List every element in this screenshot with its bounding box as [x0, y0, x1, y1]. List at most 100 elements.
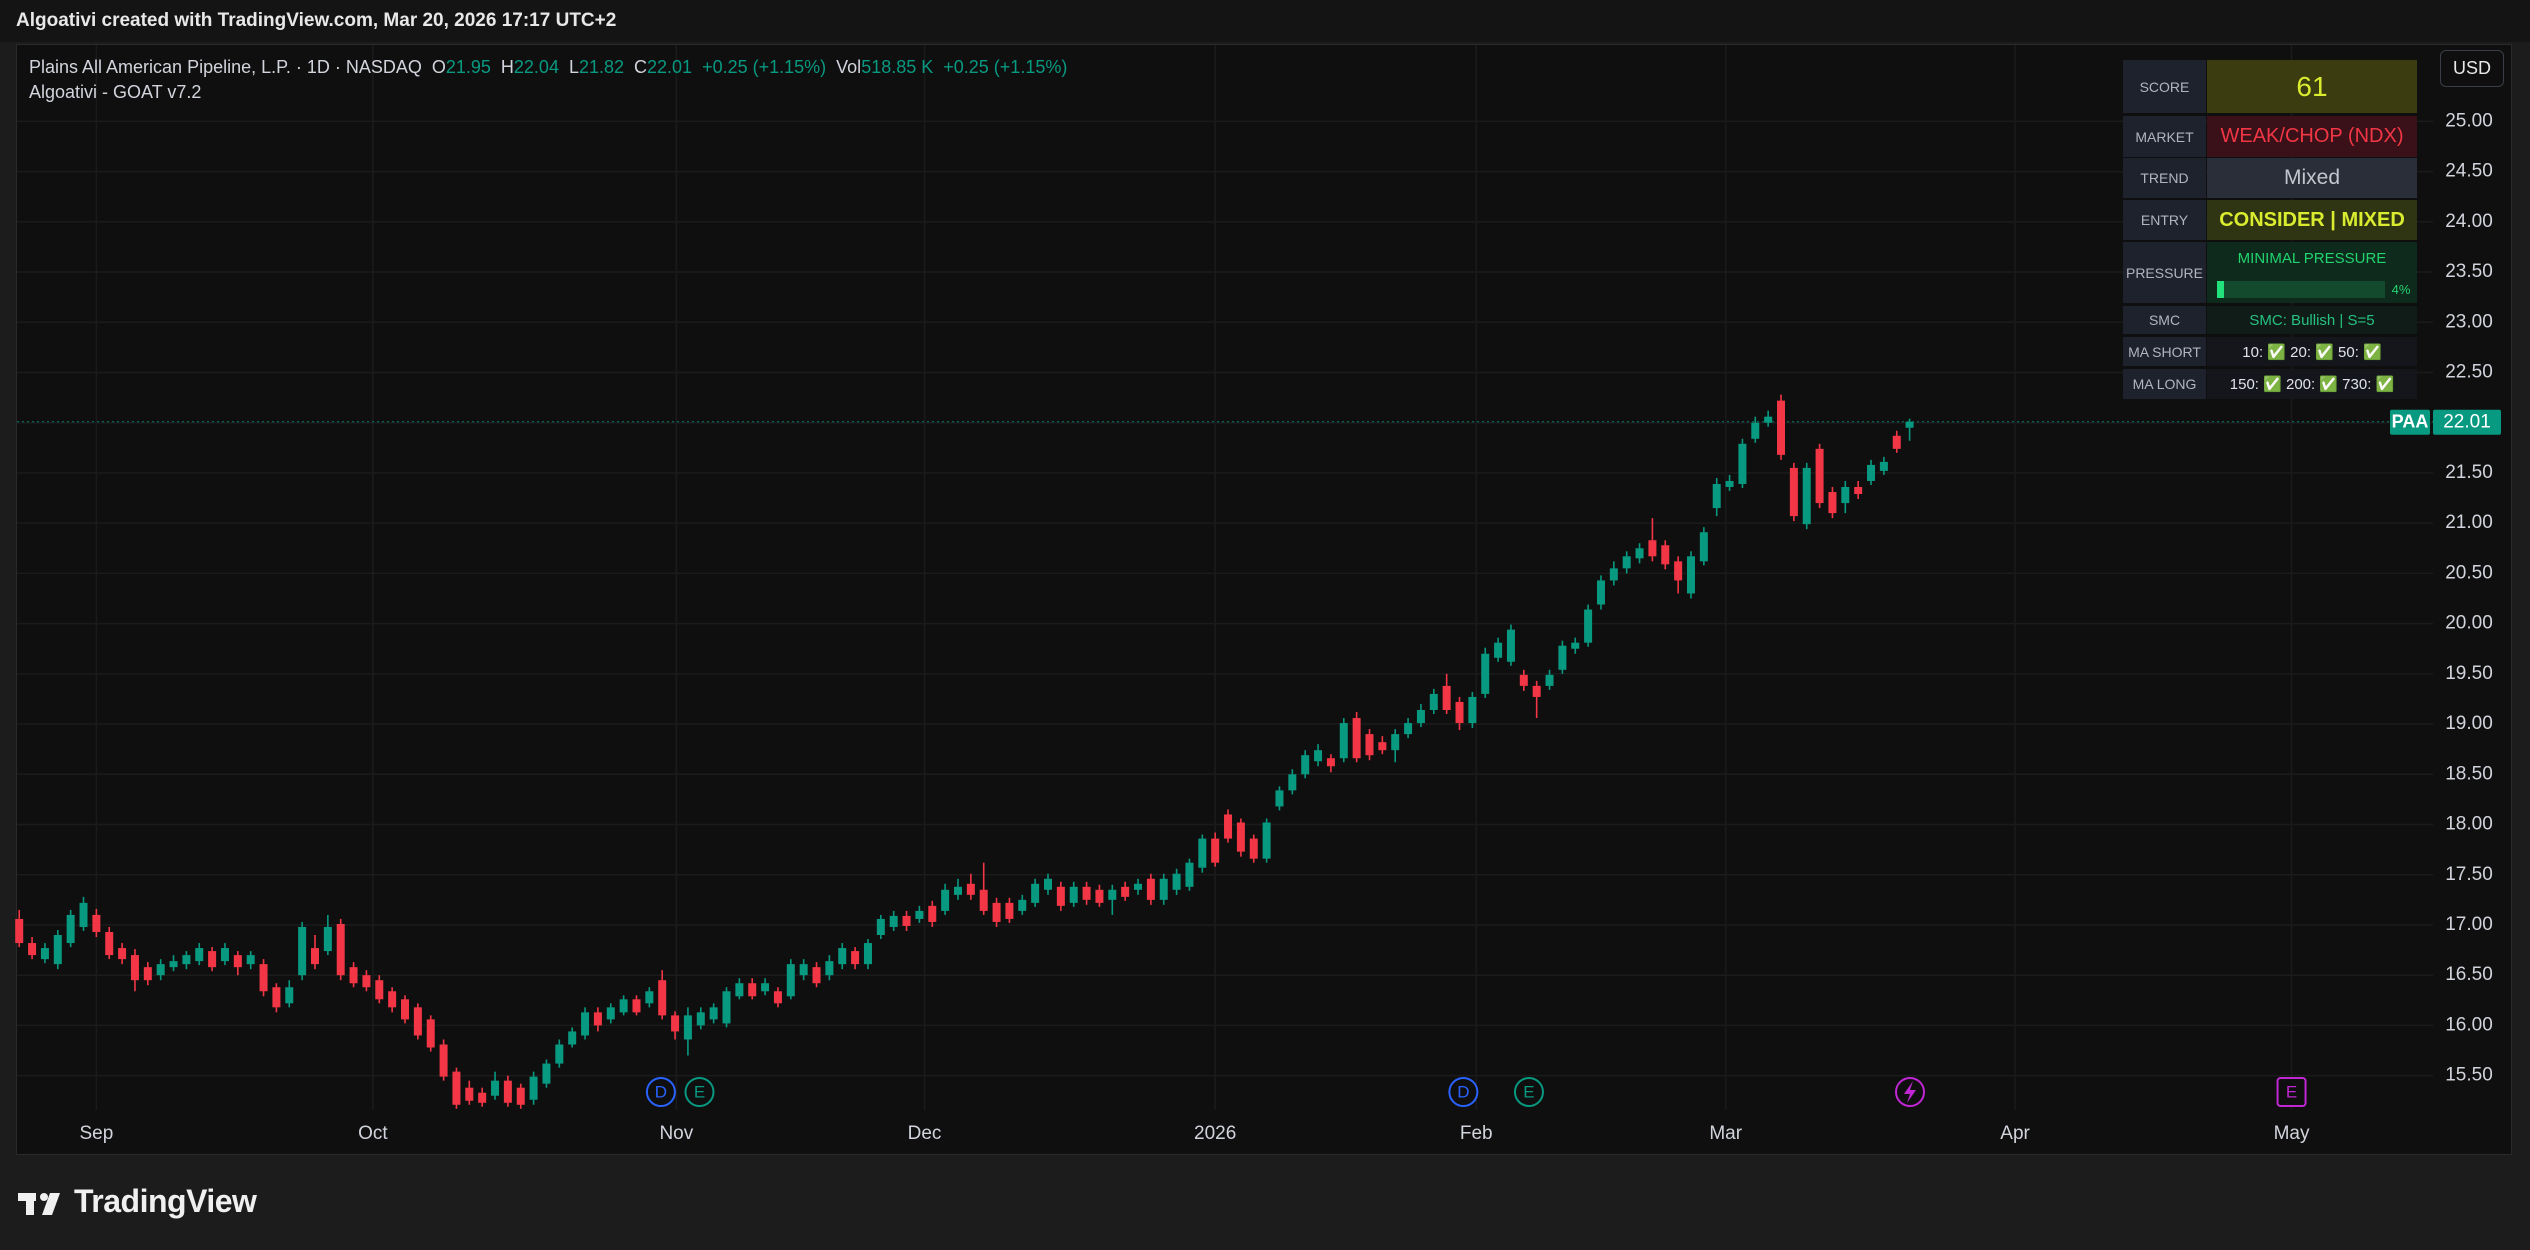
attribution: Algoativi created with TradingView.com, …: [0, 0, 2530, 42]
candle-body: [1404, 723, 1413, 735]
candle-body: [1018, 899, 1027, 911]
candle-body: [992, 902, 1001, 922]
y-tick-label: 19.50: [2445, 663, 2493, 684]
candle-body: [40, 948, 49, 960]
ohlc-letter: O: [431, 57, 446, 77]
x-tick-label: Sep: [79, 1123, 113, 1144]
event-marker: [645, 1077, 676, 1107]
candle-body: [1905, 421, 1914, 428]
table-label: PRESSURE: [2123, 242, 2206, 303]
ohlc-value: 22.04: [513, 57, 559, 77]
candle-body: [1841, 486, 1850, 504]
y-tick-label: 19.00: [2445, 713, 2493, 734]
candle-body: [1391, 734, 1400, 751]
x-tick-label: Oct: [358, 1123, 388, 1144]
y-tick-label: 15.50: [2445, 1065, 2493, 1086]
symbol-badge: [2390, 409, 2430, 435]
candle-body: [928, 905, 937, 922]
candle-body: [79, 902, 88, 927]
candle-body: [555, 1044, 564, 1064]
candle-body: [15, 918, 24, 944]
pressure-track: [2217, 281, 2385, 298]
candle-body: [1802, 467, 1811, 525]
currency-button[interactable]: USD: [2440, 50, 2504, 87]
candle-body: [66, 914, 75, 944]
candle-body: [1134, 883, 1143, 890]
candle-body: [1275, 790, 1284, 807]
candle-body: [632, 999, 641, 1013]
candle-body: [915, 910, 924, 919]
candle-body: [1378, 742, 1387, 751]
candle-body: [1506, 629, 1515, 662]
candle-body: [876, 918, 885, 936]
candle-body: [1121, 886, 1130, 897]
candle-body: [465, 1087, 474, 1101]
table-label: ENTRY: [2123, 200, 2206, 240]
candle-body: [1777, 400, 1786, 455]
candle-body: [568, 1031, 577, 1045]
table-value: WEAK/CHOP (NDX): [2207, 116, 2417, 157]
table-value: SMC: Bullish | S=5: [2207, 306, 2417, 334]
y-tick-label: 20.50: [2445, 562, 2493, 583]
y-tick-label: 21.50: [2445, 462, 2493, 483]
candle-body: [1789, 467, 1798, 517]
candle-body: [220, 948, 229, 962]
lightning-event[interactable]: [1895, 1077, 1925, 1107]
candle-body: [1532, 685, 1541, 697]
candle-body: [1031, 883, 1040, 903]
event-label: E: [2286, 1082, 2297, 1101]
x-tick-label: Nov: [659, 1123, 693, 1144]
candle-body: [786, 964, 795, 997]
candle-body: [259, 964, 268, 992]
candle-body: [1198, 838, 1207, 868]
candle-body: [1738, 443, 1747, 484]
candle-body: [1249, 838, 1258, 859]
candle-body: [1545, 674, 1554, 686]
candle-body: [1494, 642, 1503, 658]
candle-body: [1224, 814, 1233, 839]
candle-body: [1056, 886, 1065, 906]
candle-body: [1867, 464, 1876, 481]
candle-body: [1751, 422, 1760, 439]
candle-body: [310, 948, 319, 965]
candle-body: [966, 883, 975, 895]
candle-body: [1815, 448, 1824, 504]
volume-name: Vol: [836, 57, 862, 77]
symbol-label: PAA: [2392, 411, 2429, 431]
candle-body: [1236, 822, 1245, 852]
candle-body: [388, 991, 397, 1008]
candle-body: [1352, 718, 1361, 759]
candle-body: [1314, 750, 1323, 762]
indicator-name: Algoativi - GOAT v7.2: [29, 82, 202, 102]
event-label: E: [1523, 1082, 1534, 1101]
event-marker: [2276, 1077, 2307, 1107]
candle-body: [748, 983, 757, 997]
candle-body: [298, 926, 307, 976]
x-tick-label: Apr: [2000, 1123, 2030, 1144]
candle-body: [1892, 435, 1901, 449]
candle-body: [105, 931, 114, 956]
candle-body: [516, 1087, 525, 1105]
candle-body: [1584, 609, 1593, 643]
price-label: 22.01: [2443, 412, 2491, 433]
candle-body: [1674, 561, 1683, 581]
pressure-label: 4%: [2391, 282, 2411, 297]
candle-body: [439, 1044, 448, 1077]
candle-body: [1185, 862, 1194, 887]
candle-body: [941, 889, 950, 911]
y-tick-label: 16.00: [2445, 1014, 2493, 1035]
ohlc-letter: L: [568, 57, 579, 77]
candle-body: [1699, 532, 1708, 562]
y-tick-label: 17.00: [2445, 914, 2493, 935]
candle-body: [1879, 461, 1888, 471]
table-label: TREND: [2123, 158, 2206, 198]
candle-body: [1416, 709, 1425, 724]
candle-body: [336, 923, 345, 976]
table-label: SCORE: [2123, 60, 2206, 113]
candle-body: [1571, 642, 1580, 649]
ohlc-letter: H: [500, 57, 514, 77]
y-tick-label: 21.00: [2445, 512, 2493, 533]
candle-body: [169, 961, 178, 968]
candle-body: [1429, 693, 1438, 710]
